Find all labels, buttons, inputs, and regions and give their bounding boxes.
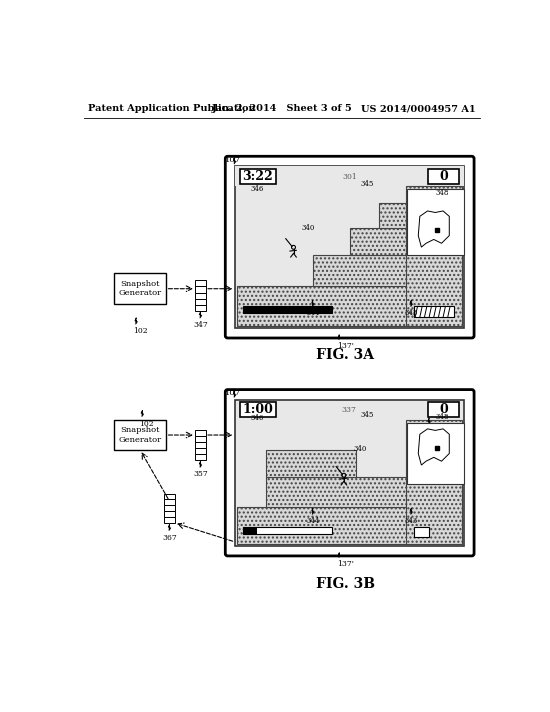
Bar: [195, 430, 206, 436]
Bar: [235, 399, 464, 546]
Text: 3:22: 3:22: [243, 169, 273, 183]
Text: FIG. 3A: FIG. 3A: [316, 348, 375, 362]
Bar: [414, 306, 454, 318]
Text: 347: 347: [193, 321, 208, 329]
Bar: [235, 167, 464, 187]
Bar: [243, 527, 257, 533]
Text: US 2014/0004957 A1: US 2014/0004957 A1: [361, 104, 476, 113]
Bar: [414, 527, 429, 538]
Polygon shape: [419, 429, 449, 465]
Bar: [164, 499, 174, 506]
Text: 346: 346: [250, 185, 264, 194]
FancyBboxPatch shape: [226, 389, 474, 556]
Bar: [164, 511, 174, 517]
Text: 345: 345: [360, 180, 374, 188]
Bar: [195, 286, 206, 293]
Text: 346: 346: [250, 414, 264, 422]
Text: FIG. 3B: FIG. 3B: [316, 577, 375, 592]
Text: 345: 345: [360, 411, 374, 419]
Bar: [195, 299, 206, 305]
Text: 337: 337: [342, 407, 357, 414]
Text: 340: 340: [353, 445, 366, 453]
Bar: [428, 169, 459, 184]
FancyBboxPatch shape: [226, 156, 474, 338]
Text: 102: 102: [139, 419, 153, 428]
Text: 343: 343: [405, 517, 418, 525]
Bar: [195, 293, 206, 299]
Bar: [266, 450, 355, 476]
Bar: [428, 402, 459, 417]
Text: Snapshot
Generator: Snapshot Generator: [119, 280, 162, 298]
Text: Jan. 2, 2014   Sheet 3 of 5: Jan. 2, 2014 Sheet 3 of 5: [212, 104, 352, 113]
Bar: [164, 506, 174, 511]
Text: 348: 348: [436, 412, 449, 421]
Bar: [350, 228, 406, 255]
Text: 107: 107: [224, 155, 240, 164]
Text: 102: 102: [133, 328, 147, 335]
Bar: [164, 493, 174, 499]
Text: 340: 340: [301, 224, 315, 232]
FancyBboxPatch shape: [114, 273, 167, 304]
Text: 344: 344: [306, 309, 320, 317]
Text: 137': 137': [337, 560, 354, 567]
Text: Snapshot
Generator: Snapshot Generator: [119, 426, 162, 444]
Bar: [195, 436, 206, 442]
Text: 348: 348: [436, 189, 449, 197]
Bar: [237, 286, 463, 326]
Bar: [237, 508, 463, 545]
Bar: [408, 423, 464, 484]
Bar: [406, 187, 463, 326]
Bar: [243, 306, 332, 313]
Bar: [313, 255, 406, 286]
Text: 1:00: 1:00: [243, 403, 273, 416]
Bar: [195, 448, 206, 454]
Text: 367: 367: [162, 533, 177, 542]
Bar: [164, 517, 174, 523]
Bar: [195, 442, 206, 448]
Bar: [266, 476, 406, 508]
Text: 0: 0: [439, 403, 448, 416]
Bar: [195, 305, 206, 311]
Bar: [406, 419, 463, 545]
Text: 301: 301: [342, 173, 356, 181]
Polygon shape: [419, 211, 449, 247]
Bar: [240, 169, 276, 184]
Text: Patent Application Publication: Patent Application Publication: [88, 104, 256, 113]
Bar: [379, 203, 406, 228]
Bar: [195, 281, 206, 286]
Bar: [408, 189, 464, 255]
Bar: [240, 402, 276, 417]
Bar: [195, 454, 206, 460]
Text: 357: 357: [193, 471, 208, 478]
Text: 137': 137': [337, 342, 354, 350]
FancyBboxPatch shape: [114, 419, 167, 451]
Text: 343: 343: [405, 309, 418, 317]
Bar: [243, 527, 332, 533]
Text: 0: 0: [439, 169, 448, 183]
Text: 107: 107: [224, 389, 240, 397]
Text: 344: 344: [306, 517, 320, 525]
Bar: [235, 167, 464, 328]
